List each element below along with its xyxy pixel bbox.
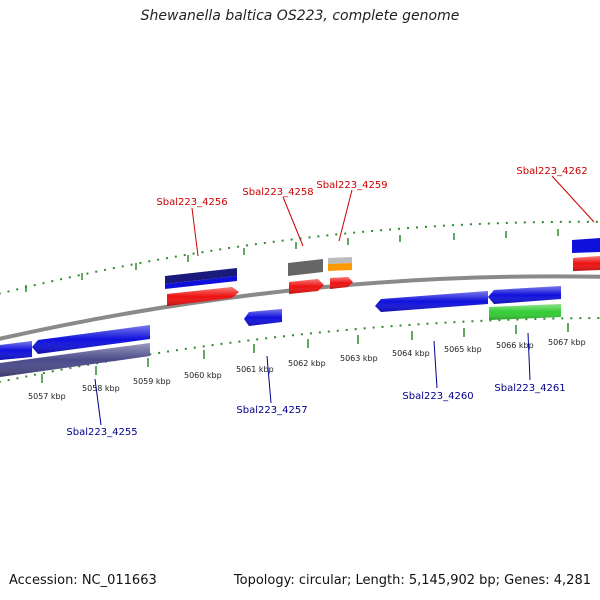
gene-label-Sbal223_4262[interactable]: Sbal223_4262 (516, 166, 587, 177)
topology-text: Topology: circular; Length: 5,145,902 bp… (233, 573, 591, 588)
map-title: Shewanella baltica OS223, complete genom… (140, 8, 460, 24)
gene-Sbal223_4259-grey[interactable] (328, 257, 352, 264)
reverse-labels[interactable]: Sbal223_4255 Sbal223_4257 Sbal223_4260 S… (66, 383, 565, 438)
gene-gloss (244, 309, 282, 326)
leader-line (282, 196, 304, 247)
forward-major-ticks (25, 229, 559, 292)
forward-labels[interactable]: Sbal223_4256 Sbal223_4258 Sbal223_4259 S… (156, 166, 587, 208)
gene-gloss (0, 343, 150, 377)
leader-line (338, 189, 353, 242)
gene-label-Sbal223_4257[interactable]: Sbal223_4257 (236, 405, 307, 416)
gene-gloss (489, 304, 561, 320)
leader-line (433, 340, 438, 389)
reverse-leaders (94, 332, 531, 426)
gene-gloss (167, 287, 239, 306)
scale-label: 5057 kbp (28, 392, 66, 401)
scale-label: 5062 kbp (288, 359, 326, 368)
gene-gloss (330, 277, 353, 289)
scale-label: 5061 kbp (236, 365, 274, 374)
scale-label: 5067 kbp (548, 338, 586, 347)
scale-label: 5063 kbp (340, 354, 378, 363)
gene-label-Sbal223_4255[interactable]: Sbal223_4255 (66, 427, 137, 438)
gene-label-Sbal223_4259[interactable]: Sbal223_4259 (316, 180, 387, 191)
gene-Sbal223_4258-grey[interactable] (288, 259, 323, 276)
gene-gloss (573, 256, 600, 271)
leader-line (266, 355, 272, 404)
gene-gloss (0, 341, 32, 360)
gene-label-Sbal223_4256[interactable]: Sbal223_4256 (156, 197, 227, 208)
gene-gloss (32, 325, 150, 354)
gene-gloss (289, 279, 324, 294)
leader-line (551, 175, 595, 223)
reverse-major-ticks (41, 323, 569, 383)
scale-labels: 5057 kbp 5058 kbp 5059 kbp 5060 kbp 5061… (28, 338, 586, 401)
gene-Sbal223_4259-orange[interactable] (328, 263, 352, 271)
scale-label: 5058 kbp (82, 384, 120, 393)
scale-label: 5064 kbp (392, 349, 430, 358)
leader-line (94, 378, 102, 426)
gene-feature-blue[interactable] (165, 276, 237, 289)
scale-label: 5065 kbp (444, 345, 482, 354)
scale-label: 5060 kbp (184, 371, 222, 380)
forward-genes[interactable] (165, 238, 600, 306)
gene-label-Sbal223_4260[interactable]: Sbal223_4260 (402, 391, 473, 402)
leader-line (527, 332, 531, 381)
gene-label-Sbal223_4258[interactable]: Sbal223_4258 (242, 187, 313, 198)
gene-gloss (488, 286, 561, 304)
gene-Sbal223_4262-blue[interactable] (572, 238, 600, 253)
gene-gloss (375, 291, 488, 312)
forward-leaders (191, 175, 595, 257)
leader-line (191, 207, 199, 257)
scale-label: 5066 kbp (496, 341, 534, 350)
gene-feature-navy[interactable] (165, 268, 237, 284)
accession-text: Accession: NC_011663 (9, 573, 157, 588)
reverse-genes[interactable] (0, 286, 561, 377)
scale-label: 5059 kbp (133, 377, 171, 386)
gene-label-Sbal223_4261[interactable]: Sbal223_4261 (494, 383, 565, 394)
